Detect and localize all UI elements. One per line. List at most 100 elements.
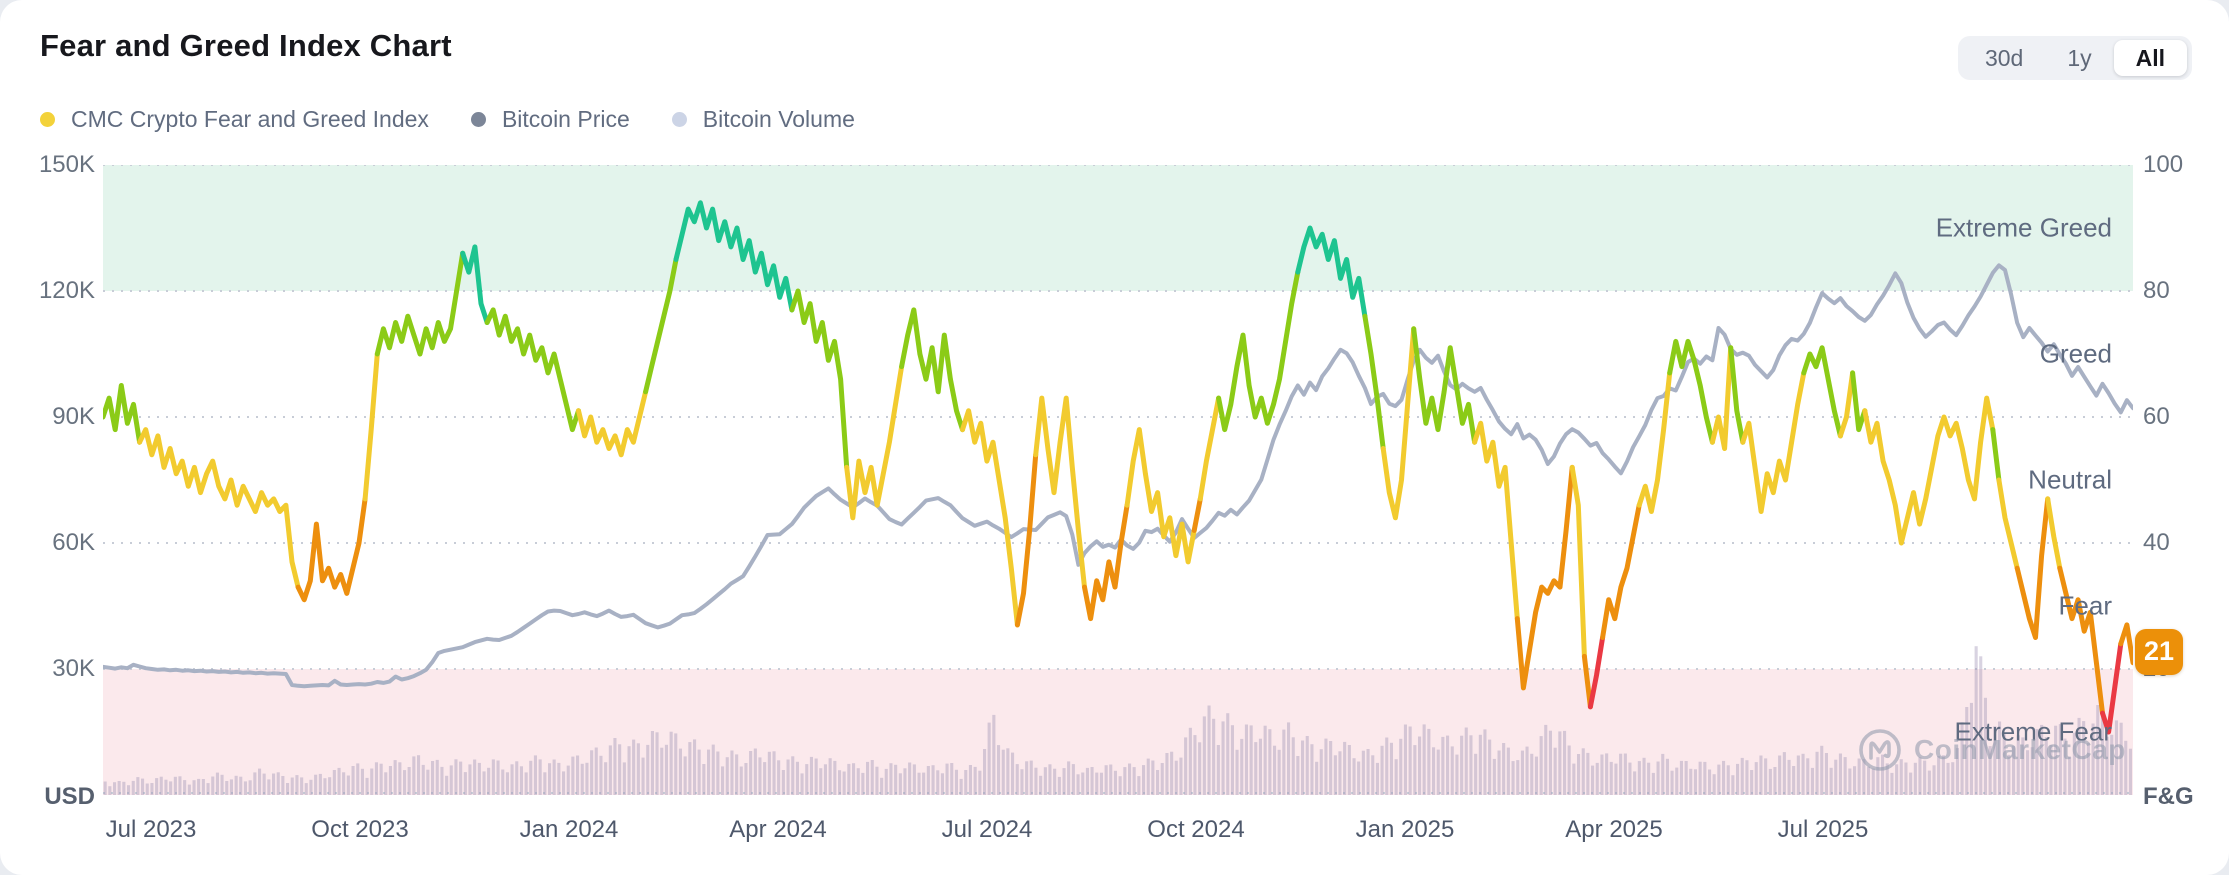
legend-item-fear-greed-index[interactable]: CMC Crypto Fear and Greed Index [40,106,429,133]
fear-greed-line-segment [484,307,581,433]
volume-bar [931,765,935,795]
volume-bar [1450,746,1454,795]
volume-bar [693,739,697,795]
volume-bar [664,744,668,795]
volume-bar [954,769,958,795]
volume-bar [763,762,767,795]
range-button-1y[interactable]: 1y [2045,40,2113,76]
volume-bar [1441,736,1445,795]
volume-bar [108,786,112,795]
volume-bar [1361,750,1365,795]
volume-bar [477,762,481,795]
fear-greed-line-segment [2057,565,2105,716]
volume-bar [1941,755,1945,795]
volume-bar [2096,705,2100,795]
volume-bar [1455,754,1459,795]
volume-bar [856,768,860,795]
volume-bar [1661,753,1665,795]
current-value-badge: 21 [2135,628,2183,675]
volume-bar [379,763,383,795]
volume-bar [1885,763,1889,795]
left-axis-tick: 120K [38,277,95,304]
volume-bar [1829,767,1833,795]
volume-bar [2035,729,2039,795]
volume-bar [1820,745,1824,795]
volume-bar [533,755,537,795]
volume-bar [1174,760,1178,795]
volume-bar [1104,765,1108,795]
volume-bar [187,784,191,795]
volume-bar [1651,772,1655,795]
volume-bar [304,783,308,795]
volume-bar [894,764,898,795]
volume-bar [229,779,233,795]
volume-bar [239,776,243,795]
volume-bar [295,775,299,795]
x-axis-tick: Oct 2023 [311,816,409,843]
volume-bar [660,747,664,795]
legend-item-bitcoin-price[interactable]: Bitcoin Price [470,106,630,133]
x-axis-tick: Apr 2024 [729,816,827,843]
volume-bar [417,755,421,795]
x-axis-tick: Jan 2025 [1355,816,1455,843]
volume-bar [1287,722,1291,795]
bitcoin-price-line [101,263,2135,689]
volume-bar [1043,767,1047,795]
volume-bar [1235,749,1239,795]
volume-bar [1427,728,1431,795]
volume-bar [739,766,743,795]
volume-bar [1291,737,1295,795]
fear-greed-line-segment [960,408,1020,628]
volume-bar [1469,735,1473,795]
volume-bar [543,772,547,795]
volume-bar [1581,748,1585,795]
volume-bar [117,781,121,795]
volume-bar [683,756,687,795]
x-axis-tick: Oct 2024 [1147,816,1245,843]
fear-greed-line-segment [643,257,679,395]
zone-label-greed: Greed [2039,338,2112,369]
volume-bar [636,743,640,795]
range-button-30d[interactable]: 30d [1963,40,2045,76]
volume-bar [164,779,168,795]
volume-bar [393,760,397,795]
volume-bar [852,763,856,795]
volume-bar [1207,705,1211,795]
volume-bar [1319,749,1323,795]
volume-bar [1329,741,1333,795]
volume-bar [1305,736,1309,795]
volume-bar [1446,735,1450,795]
range-button-all[interactable]: All [2113,40,2187,76]
chart-plot-area[interactable] [100,164,2136,803]
volume-bar [1558,731,1562,795]
fear-greed-line-segment [1014,452,1039,628]
volume-bar [814,758,818,795]
volume-bar [225,781,229,795]
volume-bar [777,760,781,795]
volume-bar [898,773,902,795]
volume-bar [1263,725,1267,795]
volume-bar [2072,732,2076,795]
fear-greed-line-segment [2100,641,2124,735]
volume-bar [1759,755,1763,795]
legend-item-bitcoin-volume[interactable]: Bitcoin Volume [671,106,855,133]
volume-bar [1637,761,1641,795]
volume-bar [1403,724,1407,795]
volume-bar [141,778,145,795]
volume-bar [912,764,916,795]
volume-bar [744,763,748,795]
watermark: CoinMarketCap [1856,726,2126,774]
volume-bar [1838,753,1842,795]
volume-bar [697,749,701,795]
volume-bar [1623,753,1627,795]
volume-bar [791,756,795,795]
right-axis-tick: 80 [2143,277,2170,304]
volume-bar [800,773,804,795]
volume-bar [1965,707,1969,795]
left-axis-tick: 90K [52,403,95,430]
fear-greed-line-segment [789,288,850,470]
volume-bar [337,767,341,795]
fear-greed-line-segment [1362,313,1386,451]
volume-bar [1118,776,1122,795]
volume-bar [1801,753,1805,795]
